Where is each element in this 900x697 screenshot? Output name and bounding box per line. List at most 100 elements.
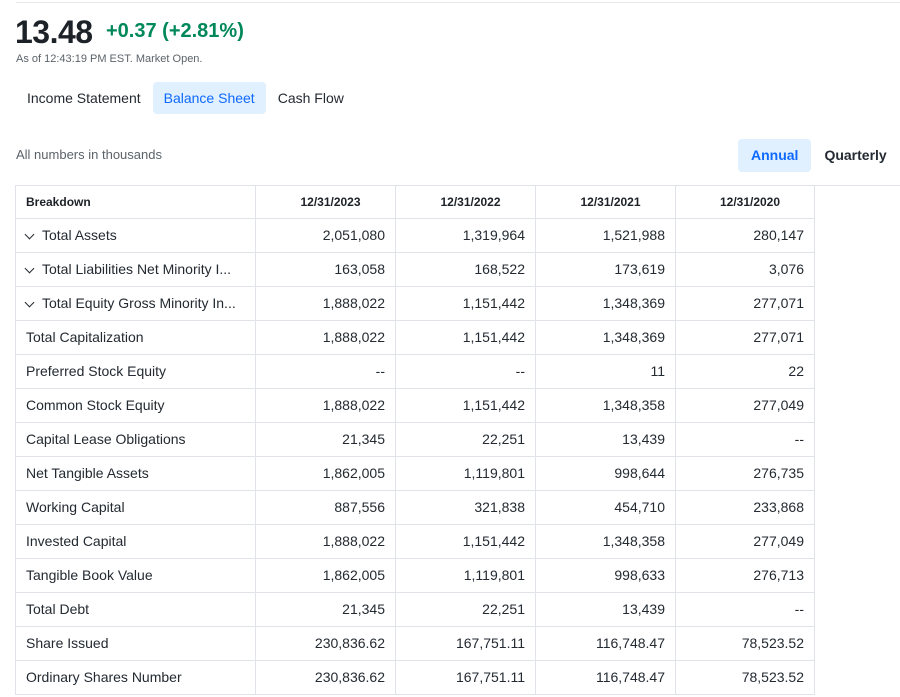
row-label: Total Liabilities Net Minority I...	[42, 261, 232, 277]
value-cell: 167,751.11	[395, 627, 535, 660]
row-label-cell: Tangible Book Value	[15, 559, 255, 592]
row-label-cell[interactable]: Total Equity Gross Minority In...	[15, 287, 255, 320]
row-label-cell: Working Capital	[15, 491, 255, 524]
value-cell: 21,345	[255, 423, 395, 456]
row-label-cell[interactable]: Total Liabilities Net Minority I...	[15, 253, 255, 286]
chevron-down-icon[interactable]	[24, 229, 35, 240]
value-cell: 887,556	[255, 491, 395, 524]
table-row: Working Capital 887,556 321,838 454,710 233,…	[15, 491, 815, 525]
row-label-cell: Net Tangible Assets	[15, 457, 255, 490]
value-cell: 1,151,442	[395, 525, 535, 558]
value-cell: 277,049	[675, 525, 815, 558]
value-cell: 78,523.52	[675, 661, 815, 694]
value-cell: 277,071	[675, 321, 815, 354]
value-cell: 276,713	[675, 559, 815, 592]
tab-quarterly[interactable]: Quarterly	[824, 147, 887, 163]
value-cell: 1,348,358	[535, 389, 675, 422]
value-cell: 277,071	[675, 287, 815, 320]
value-cell: 167,751.11	[395, 661, 535, 694]
value-cell: --	[395, 355, 535, 388]
value-cell: 13,439	[535, 593, 675, 626]
table-row: Tangible Book Value 1,862,005 1,119,801 998…	[15, 559, 815, 593]
value-cell: 1,119,801	[395, 457, 535, 490]
value-cell: 22,251	[395, 593, 535, 626]
value-cell: 1,151,442	[395, 321, 535, 354]
value-cell: 998,633	[535, 559, 675, 592]
value-cell: 1,348,358	[535, 525, 675, 558]
row-label-cell: Preferred Stock Equity	[15, 355, 255, 388]
row-label-cell: Ordinary Shares Number	[15, 661, 255, 694]
value-cell: 1,888,022	[255, 525, 395, 558]
value-cell: 1,521,988	[535, 219, 675, 252]
tab-income-statement[interactable]: Income Statement	[27, 90, 141, 106]
tab-balance-sheet[interactable]: Balance Sheet	[152, 82, 266, 114]
value-cell: 277,049	[675, 389, 815, 422]
table-top-extension	[815, 185, 900, 186]
value-cell: 78,523.52	[675, 627, 815, 660]
table-row[interactable]: Total Equity Gross Minority In... 1,888,0…	[15, 287, 815, 321]
value-cell: 454,710	[535, 491, 675, 524]
value-cell: --	[675, 593, 815, 626]
row-label: Share Issued	[26, 635, 109, 651]
financials-table: Breakdown 12/31/2023 12/31/2022 12/31/20…	[15, 185, 815, 695]
row-label-cell: Total Capitalization	[15, 321, 255, 354]
value-cell: 22,251	[395, 423, 535, 456]
row-label: Capital Lease Obligations	[26, 431, 186, 447]
value-cell: 1,888,022	[255, 287, 395, 320]
value-cell: 998,644	[535, 457, 675, 490]
value-cell: 22	[675, 355, 815, 388]
value-cell: 163,058	[255, 253, 395, 286]
table-header-row: Breakdown 12/31/2023 12/31/2022 12/31/20…	[15, 186, 815, 219]
column-header: 12/31/2023	[255, 186, 395, 218]
value-cell: 280,147	[675, 219, 815, 252]
value-cell: 168,522	[395, 253, 535, 286]
value-cell: 2,051,080	[255, 219, 395, 252]
column-header: 12/31/2020	[675, 186, 815, 218]
value-cell: --	[255, 355, 395, 388]
column-header: 12/31/2021	[535, 186, 675, 218]
table-row[interactable]: Total Liabilities Net Minority I... 163,0…	[15, 253, 815, 287]
row-label: Total Equity Gross Minority In...	[42, 295, 236, 311]
top-divider	[16, 2, 900, 3]
value-cell: 1,319,964	[395, 219, 535, 252]
table-row: Total Debt 21,345 22,251 13,439 --	[15, 593, 815, 627]
column-header[interactable]: Breakdown	[15, 186, 255, 218]
table-row: Share Issued 230,836.62 167,751.11 116,748.…	[15, 627, 815, 661]
value-cell: 21,345	[255, 593, 395, 626]
value-cell: 230,836.62	[255, 627, 395, 660]
value-cell: 1,348,369	[535, 287, 675, 320]
quote-price: 13.48	[15, 14, 93, 50]
row-label: Working Capital	[26, 499, 125, 515]
tab-annual[interactable]: Annual	[738, 139, 812, 172]
value-cell: 321,838	[395, 491, 535, 524]
table-row[interactable]: Total Assets 2,051,080 1,319,964 1,521,988 2…	[15, 219, 815, 253]
value-cell: 173,619	[535, 253, 675, 286]
table-row: Invested Capital 1,888,022 1,151,442 1,348,…	[15, 525, 815, 559]
row-label: Tangible Book Value	[26, 567, 153, 583]
value-cell: 13,439	[535, 423, 675, 456]
value-cell: 116,748.47	[535, 661, 675, 694]
row-label-cell: Share Issued	[15, 627, 255, 660]
value-cell: 11	[535, 355, 675, 388]
statement-tabs: Income Statement Balance Sheet Cash Flow	[16, 82, 356, 114]
row-label-cell[interactable]: Total Assets	[15, 219, 255, 252]
value-cell: 1,862,005	[255, 457, 395, 490]
row-label: Common Stock Equity	[26, 397, 165, 413]
table-row: Ordinary Shares Number 230,836.62 167,751.…	[15, 661, 815, 695]
units-note: All numbers in thousands	[16, 147, 162, 162]
row-label: Total Assets	[42, 227, 117, 243]
quote-change: +0.37 (+2.81%)	[106, 20, 244, 42]
tab-cash-flow[interactable]: Cash Flow	[277, 90, 344, 106]
table-row: Total Capitalization 1,888,022 1,151,442 1,…	[15, 321, 815, 355]
row-label-cell: Total Debt	[15, 593, 255, 626]
value-cell: 233,868	[675, 491, 815, 524]
row-label: Net Tangible Assets	[26, 465, 149, 481]
value-cell: 1,888,022	[255, 389, 395, 422]
value-cell: 1,151,442	[395, 287, 535, 320]
row-label: Ordinary Shares Number	[26, 669, 182, 685]
chevron-down-icon[interactable]	[24, 297, 35, 308]
chevron-down-icon[interactable]	[24, 263, 35, 274]
table-row: Capital Lease Obligations 21,345 22,251 13,…	[15, 423, 815, 457]
row-label-cell: Capital Lease Obligations	[15, 423, 255, 456]
value-cell: 230,836.62	[255, 661, 395, 694]
